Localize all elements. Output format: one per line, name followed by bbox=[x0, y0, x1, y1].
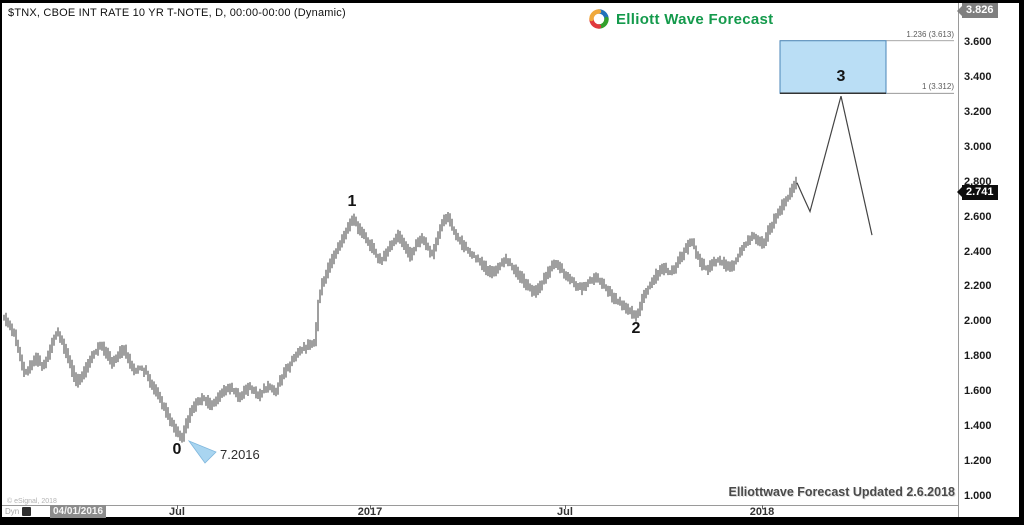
price-axis-label: 1.600 bbox=[964, 385, 992, 398]
brand-logo: Elliott Wave Forecast bbox=[588, 8, 773, 30]
price-axis-label: 2.600 bbox=[964, 210, 992, 223]
window-border-bottom bbox=[0, 517, 1024, 525]
start-date-box[interactable]: 04/01/2016 bbox=[50, 505, 107, 518]
copyright-text: © eSignal, 2018 bbox=[7, 498, 57, 505]
time-axis-label: Jul bbox=[557, 506, 573, 518]
price-axis-label: 2.000 bbox=[964, 315, 992, 328]
time-axis-tick bbox=[565, 505, 566, 509]
mode-label: Dyn bbox=[5, 507, 20, 516]
mode-icon bbox=[22, 507, 32, 516]
time-axis-tick bbox=[177, 505, 178, 509]
price-axis-label: 3.200 bbox=[964, 105, 992, 118]
brand-name: Elliott Wave Forecast bbox=[616, 10, 774, 28]
symbol-title: $TNX, CBOE INT RATE 10 YR T-NOTE, D, 00:… bbox=[8, 7, 346, 19]
wave3-projection-path bbox=[796, 95, 873, 236]
price-axis-label: 2.400 bbox=[964, 245, 992, 258]
target-box bbox=[779, 40, 887, 94]
window-border-right bbox=[1019, 0, 1024, 517]
last-price-marker: 2.741 bbox=[957, 184, 998, 200]
window-border-top bbox=[0, 0, 1024, 3]
price-axis-separator bbox=[958, 3, 959, 517]
price-axis-label: 2.200 bbox=[964, 280, 992, 293]
time-axis-tick bbox=[370, 505, 371, 509]
time-axis-label: Jul bbox=[169, 506, 185, 518]
brand-swirl-icon bbox=[589, 9, 609, 29]
window-border-left bbox=[0, 0, 2, 517]
price-axis-label: 3.400 bbox=[964, 70, 992, 83]
time-axis-label: 2017 bbox=[357, 506, 383, 518]
time-axis-tick bbox=[762, 505, 763, 509]
time-axis-separator bbox=[2, 505, 958, 506]
price-axis-label: 1.000 bbox=[964, 490, 992, 502]
watermark-text: Elliottwave Forecast Updated 2.6.2018 bbox=[728, 485, 955, 499]
mode-indicator: Dyn bbox=[5, 507, 32, 516]
scale-high-marker: 3.826 bbox=[957, 3, 998, 18]
price-axis-label: 3.000 bbox=[964, 140, 992, 153]
time-axis-label: 2018 bbox=[749, 506, 775, 518]
price-axis-label: 1.200 bbox=[964, 455, 992, 468]
price-axis-label: 3.600 bbox=[964, 36, 992, 48]
price-axis[interactable]: 3.826 2.741 3.600 3.400 3.200 3.000 2.800 2.6… bbox=[957, 3, 1019, 517]
price-bars bbox=[3, 176, 797, 443]
wave0-callout-wedge bbox=[187, 440, 217, 464]
time-axis[interactable]: 04/01/2016 Jul 2017 Jul 2018 bbox=[2, 505, 958, 518]
price-axis-label: 2.800 bbox=[964, 175, 992, 188]
price-axis-label: 1.800 bbox=[964, 350, 992, 363]
price-axis-label: 1.400 bbox=[964, 420, 992, 433]
